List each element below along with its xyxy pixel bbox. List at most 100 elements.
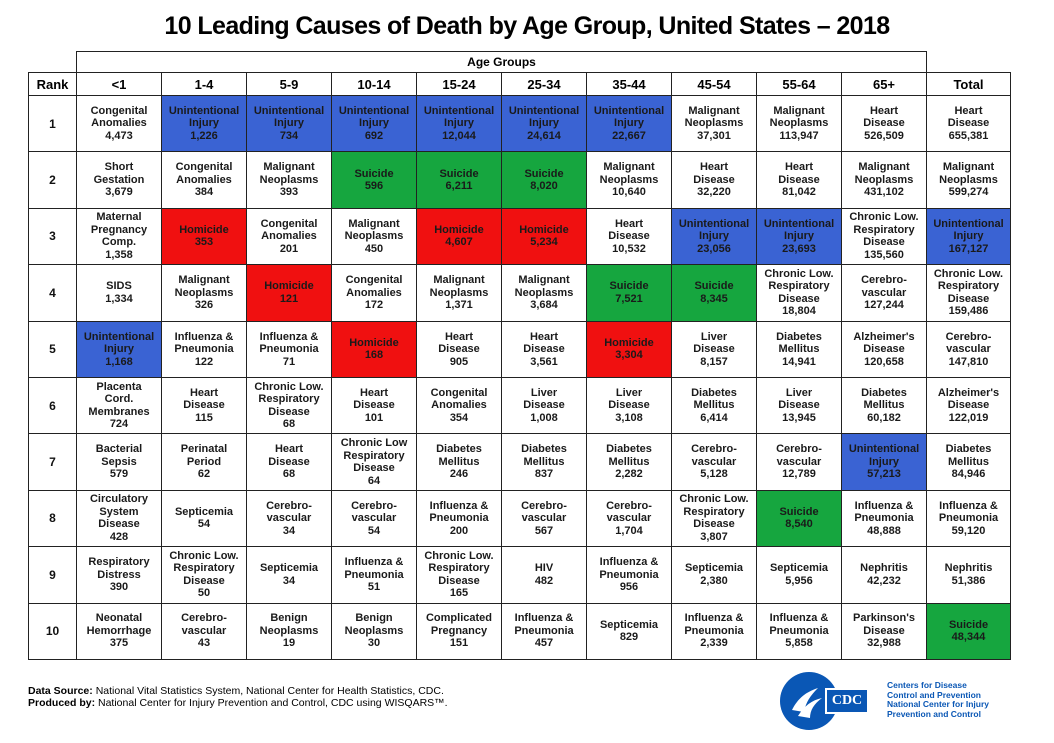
table-row: 6 Placenta Cord. Membranes 724 Heart Diseas…	[28, 376, 1011, 435]
cause-label: Septicemia	[599, 618, 659, 631]
cause-label: Influenza & Pneumonia	[684, 612, 744, 637]
table-cell: Homicide 4,607	[416, 207, 502, 266]
cause-label: Complicated Pregnancy	[425, 612, 492, 637]
cause-label: Neonatal Hemorrhage	[86, 612, 152, 637]
death-count: 7,521	[615, 292, 643, 305]
table-cell: Chronic Low. Respiratory Disease 50	[161, 546, 247, 604]
table-cell: Cerebro- vascular 43	[161, 602, 247, 660]
table-row: 4 SIDS 1,334 Malignant Neoplasms 326 Homicide…	[28, 264, 1011, 322]
table-cell: Nephritis 42,232	[841, 546, 927, 604]
death-count: 3,807	[700, 530, 728, 543]
cause-label: Unintentional Injury	[168, 104, 240, 130]
cause-label: Malignant Neoplasms	[854, 161, 914, 186]
cause-label: Influenza & Pneumonia	[599, 556, 659, 581]
rank-cell: 6	[28, 376, 77, 435]
cause-label: Suicide	[694, 280, 734, 293]
corner-blank	[28, 51, 77, 73]
table-cell: Chronic Low. Respiratory Disease 68	[246, 376, 332, 435]
table-cell: Heart Disease 526,509	[841, 94, 927, 153]
death-count: 147,810	[948, 355, 989, 368]
death-count: 905	[449, 355, 469, 368]
table-cell: Chronic Low. Respiratory Disease 165	[416, 546, 502, 604]
corner-blank-right	[926, 51, 1011, 73]
cause-label: Suicide	[609, 280, 649, 293]
cause-label: Heart Disease	[863, 104, 905, 130]
cause-label: Unintentional Injury	[423, 104, 495, 130]
footer: Data Source: National Vital Statistics S…	[28, 685, 448, 709]
table-cell: Chronic Low. Respiratory Disease 3,807	[671, 489, 757, 548]
cause-label: Unintentional Injury	[933, 217, 1004, 243]
column-header-row: Rank <1 1-4 5-9 10-14 15-24 25-34 35-44 45-54 55…	[28, 72, 1011, 96]
death-count: 431,102	[864, 186, 904, 199]
cause-label: Congenital Anomalies	[260, 217, 318, 243]
table-cell: Homicide 353	[161, 207, 247, 266]
table-cell: Unintentional Injury 57,213	[841, 433, 927, 491]
death-count: 14,941	[782, 355, 816, 368]
org-line-3: National Center for Injury	[887, 699, 990, 709]
table-cell: Unintentional Injury 12,044	[416, 94, 502, 153]
table-cell: Cerebro- vascular 12,789	[756, 433, 842, 491]
cause-label: Cerebro- vascular	[606, 499, 652, 525]
cause-label: Heart Disease	[523, 330, 565, 356]
table-cell: Diabetes Mellitus 837	[501, 433, 587, 491]
table-cell: Heart Disease 115	[161, 376, 247, 435]
table-cell: SIDS 1,334	[76, 264, 162, 322]
table-cell: Homicide 5,234	[501, 207, 587, 266]
cause-label: Heart Disease	[353, 386, 395, 412]
death-count: 13,945	[782, 411, 816, 424]
table-cell: Influenza & Pneumonia 122	[161, 320, 247, 378]
death-count: 526,509	[864, 129, 904, 142]
cause-label: Homicide	[434, 223, 484, 236]
death-count: 1,168	[105, 355, 133, 368]
data-source-label: Data Source:	[28, 685, 93, 697]
cause-label: SIDS	[106, 280, 132, 293]
cause-label: Chronic Low. Respiratory Disease	[679, 493, 749, 531]
cause-label: Heart Disease	[438, 330, 480, 356]
death-count: 167,127	[948, 242, 989, 255]
table-cell: Diabetes Mellitus 246	[416, 433, 502, 491]
table-cell: Chronic Low. Respiratory Disease 18,804	[756, 264, 842, 322]
table-cell: Influenza & Pneumonia 48,888	[841, 489, 927, 548]
death-count: 8,157	[700, 355, 728, 368]
cdc-wordmark: CDC	[825, 688, 869, 714]
table-cell: Liver Disease 3,108	[586, 376, 672, 435]
table-cell: Unintentional Injury 1,168	[76, 320, 162, 378]
table-cell: Septicemia 54	[161, 489, 247, 548]
table-cell: Diabetes Mellitus 14,941	[756, 320, 842, 378]
table-cell: Complicated Pregnancy 151	[416, 602, 502, 660]
death-count: 42,232	[867, 574, 901, 587]
cause-label: Chronic Low. Respiratory Disease	[424, 549, 494, 587]
death-count: 3,108	[615, 411, 643, 424]
table-cell: Congenital Anomalies 4,473	[76, 94, 162, 153]
death-count: 127,244	[864, 299, 904, 312]
cause-label: Diabetes Mellitus	[521, 443, 567, 468]
table-cell: Heart Disease 10,532	[586, 207, 672, 266]
cause-label: Malignant Neoplasms	[514, 274, 574, 299]
table-cell: Heart Disease 68	[246, 433, 332, 491]
cause-label: Homicide	[604, 336, 654, 349]
cause-label: Benign Neoplasms	[259, 612, 319, 637]
column-header: 5-9	[246, 72, 332, 96]
death-count: 12,044	[442, 129, 476, 142]
column-header: 45-54	[671, 72, 757, 96]
cause-label: Malignant Neoplasms	[174, 274, 234, 299]
death-count: 135,560	[864, 248, 904, 261]
death-count: 482	[534, 574, 554, 587]
table-row: 8 Circulatory System Disease 428 Septicemia…	[28, 489, 1011, 548]
cause-label: Influenza & Pneumonia	[344, 556, 404, 581]
death-count: 246	[449, 468, 469, 481]
table-cell: Malignant Neoplasms 450	[331, 207, 417, 266]
table-body: 1 Congenital Anomalies 4,473 Unintentional …	[28, 94, 1011, 660]
total-header: Total	[926, 72, 1011, 96]
table-cell: Chronic Low Respiratory Disease 64	[331, 433, 417, 491]
cause-label: Suicide	[354, 167, 394, 180]
death-count: 121	[279, 292, 299, 305]
table-cell: Diabetes Mellitus 2,282	[586, 433, 672, 491]
death-count: 6,211	[445, 180, 473, 193]
cause-label: Cerebro- vascular	[945, 330, 992, 356]
death-count: 200	[449, 524, 469, 537]
table-cell: Cerebro- vascular 127,244	[841, 264, 927, 322]
death-count: 837	[534, 468, 554, 481]
table-cell: Congenital Anomalies 172	[331, 264, 417, 322]
cause-label: Influenza & Pneumonia	[259, 330, 319, 356]
